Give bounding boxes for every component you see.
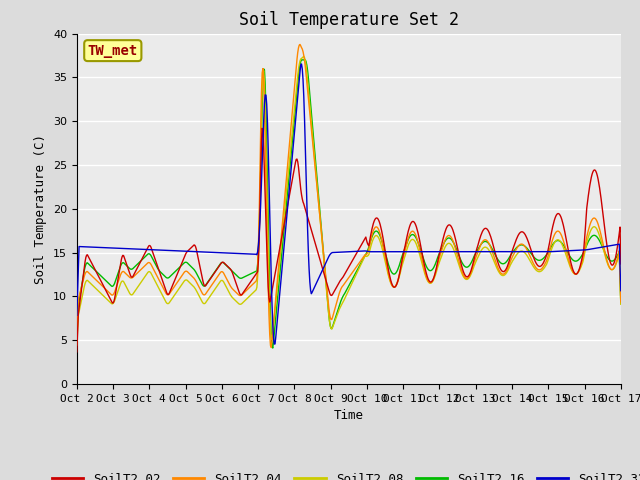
SoilT2_02 (259, 125, 266, 131)
SoilT2_04 (268, 345, 275, 350)
SoilT2_16 (617, 300, 625, 306)
Title: Soil Temperature Set 2: Soil Temperature Set 2 (239, 11, 459, 29)
Y-axis label: Soil Temperature (C): Soil Temperature (C) (35, 134, 47, 284)
Legend: SoilT2_02, SoilT2_04, SoilT2_08, SoilT2_16, SoilT2_32: SoilT2_02, SoilT2_04, SoilT2_08, SoilT2_… (47, 467, 640, 480)
Line: SoilT2_08: SoilT2_08 (77, 56, 621, 345)
SoilT2_16 (269, 345, 276, 351)
SoilT2_02 (83, 252, 90, 258)
SoilT2_16 (139, 256, 147, 262)
SoilT2_16 (83, 260, 90, 266)
SoilT2_32 (298, 61, 305, 67)
SoilT2_08 (300, 53, 308, 59)
SoilT2_32 (194, 249, 202, 254)
SoilT2_04 (194, 282, 202, 288)
SoilT2_02 (139, 255, 147, 261)
SoilT2_16 (417, 246, 424, 252)
SoilT2_16 (194, 273, 202, 279)
Line: SoilT2_04: SoilT2_04 (77, 45, 621, 348)
Line: SoilT2_32: SoilT2_32 (77, 64, 621, 344)
SoilT2_32 (139, 246, 147, 252)
SoilT2_32 (617, 288, 625, 294)
SoilT2_04 (139, 265, 147, 271)
SoilT2_32 (417, 249, 424, 254)
SoilT2_08 (431, 272, 439, 278)
SoilT2_08 (139, 277, 147, 283)
SoilT2_08 (617, 301, 625, 307)
SoilT2_04 (223, 276, 230, 282)
SoilT2_08 (194, 290, 202, 296)
SoilT2_08 (223, 285, 230, 290)
SoilT2_02 (431, 269, 439, 275)
SoilT2_32 (73, 312, 81, 318)
SoilT2_04 (617, 299, 625, 305)
SoilT2_02 (416, 237, 424, 243)
SoilT2_04 (296, 42, 304, 48)
SoilT2_16 (433, 259, 440, 264)
SoilT2_04 (417, 249, 424, 255)
SoilT2_32 (223, 250, 230, 256)
SoilT2_02 (194, 254, 202, 260)
SoilT2_02 (73, 349, 81, 355)
SoilT2_32 (433, 249, 440, 254)
SoilT2_04 (83, 269, 90, 275)
SoilT2_16 (298, 57, 305, 63)
SoilT2_16 (73, 336, 81, 342)
SoilT2_32 (271, 341, 278, 347)
SoilT2_08 (73, 342, 81, 348)
SoilT2_32 (83, 244, 90, 250)
SoilT2_16 (223, 263, 230, 269)
Line: SoilT2_16: SoilT2_16 (77, 60, 621, 348)
SoilT2_02 (617, 261, 625, 267)
SoilT2_08 (416, 252, 424, 257)
Line: SoilT2_02: SoilT2_02 (77, 128, 621, 352)
Text: TW_met: TW_met (88, 44, 138, 58)
SoilT2_02 (223, 263, 230, 268)
SoilT2_08 (83, 277, 90, 283)
X-axis label: Time: Time (334, 409, 364, 422)
SoilT2_04 (433, 267, 440, 273)
SoilT2_04 (73, 332, 81, 338)
